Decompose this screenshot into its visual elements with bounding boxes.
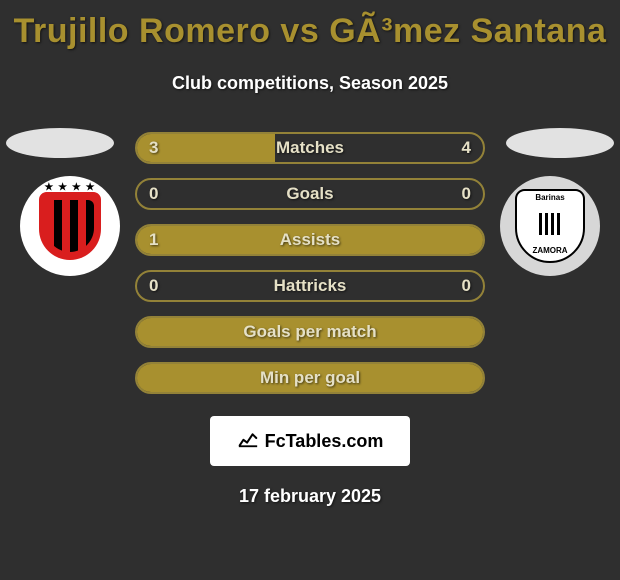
stat-value-right: 0 bbox=[462, 184, 471, 204]
page-title: Trujillo Romero vs GÃ³mez Santana bbox=[0, 0, 620, 51]
stat-bar: Hattricks0 0 bbox=[135, 270, 485, 302]
stat-label: Goals per match bbox=[137, 322, 483, 342]
comparison-panel: ★ ★ ★ ★ Barinas ZAMORA Matches34Goals00A… bbox=[0, 132, 620, 394]
team-left-label bbox=[46, 200, 94, 252]
brand-text: FcTables.com bbox=[265, 431, 384, 452]
stat-bar: Matches3 4 bbox=[135, 132, 485, 164]
player-left-oval bbox=[6, 128, 114, 158]
stat-value-left: 1 bbox=[149, 230, 158, 250]
stat-value-right: 0 bbox=[462, 276, 471, 296]
stat-label: Hattricks bbox=[137, 276, 483, 296]
stripes-icon bbox=[539, 213, 561, 235]
team-right-bottom: ZAMORA bbox=[532, 246, 567, 255]
shield-icon: ★ ★ ★ ★ bbox=[39, 192, 101, 260]
stat-bar: Min per goal bbox=[135, 362, 485, 394]
stat-value-left: 3 bbox=[149, 138, 158, 158]
player-right-oval bbox=[506, 128, 614, 158]
subtitle: Club competitions, Season 2025 bbox=[0, 73, 620, 94]
brand-logo-icon bbox=[237, 427, 259, 455]
date-text: 17 february 2025 bbox=[0, 486, 620, 507]
stat-bar: Goals0 0 bbox=[135, 178, 485, 210]
team-right-crest: Barinas ZAMORA bbox=[500, 176, 600, 276]
stat-bar: Assists1 bbox=[135, 224, 485, 256]
stat-label: Goals bbox=[137, 184, 483, 204]
stat-value-left: 0 bbox=[149, 276, 158, 296]
stat-label: Matches bbox=[137, 138, 483, 158]
brand-badge: FcTables.com bbox=[210, 416, 410, 466]
team-left-crest: ★ ★ ★ ★ bbox=[20, 176, 120, 276]
stars-icon: ★ ★ ★ ★ bbox=[39, 182, 101, 193]
shield-icon: Barinas ZAMORA bbox=[515, 189, 585, 263]
stat-label: Min per goal bbox=[137, 368, 483, 388]
stat-value-right: 4 bbox=[462, 138, 471, 158]
stat-value-left: 0 bbox=[149, 184, 158, 204]
team-right-top: Barinas bbox=[535, 193, 564, 202]
stat-bar: Goals per match bbox=[135, 316, 485, 348]
stat-label: Assists bbox=[137, 230, 483, 250]
stat-bars: Matches34Goals00Assists1Hattricks00Goals… bbox=[135, 132, 485, 394]
